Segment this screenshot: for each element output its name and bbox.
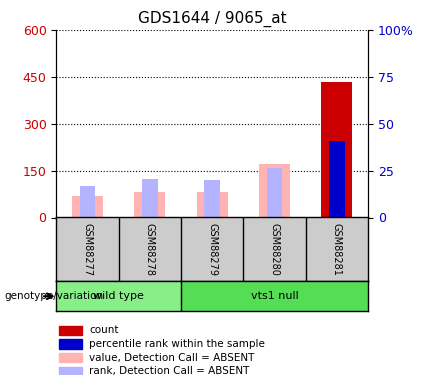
Text: rank, Detection Call = ABSENT: rank, Detection Call = ABSENT <box>89 366 249 375</box>
Bar <box>321 82 352 218</box>
Bar <box>142 179 158 218</box>
Bar <box>72 196 103 217</box>
Bar <box>59 339 82 349</box>
Text: GSM88281: GSM88281 <box>332 223 342 276</box>
Bar <box>181 281 368 311</box>
Bar <box>59 367 82 375</box>
Text: genotype/variation: genotype/variation <box>4 291 103 301</box>
Bar <box>329 141 345 218</box>
Title: GDS1644 / 9065_at: GDS1644 / 9065_at <box>138 11 287 27</box>
Text: wild type: wild type <box>93 291 144 301</box>
Bar <box>267 168 282 217</box>
Text: vts1 null: vts1 null <box>251 291 298 301</box>
Bar <box>197 192 228 217</box>
Bar <box>59 326 82 335</box>
Bar <box>134 192 165 217</box>
Bar <box>59 353 82 362</box>
Bar <box>204 180 220 218</box>
Bar <box>56 281 181 311</box>
Text: percentile rank within the sample: percentile rank within the sample <box>89 339 265 349</box>
Text: GSM88279: GSM88279 <box>207 223 217 276</box>
Bar <box>259 164 290 218</box>
Text: count: count <box>89 326 119 335</box>
Text: GSM88278: GSM88278 <box>145 223 155 276</box>
Bar <box>80 186 95 218</box>
Text: value, Detection Call = ABSENT: value, Detection Call = ABSENT <box>89 352 255 363</box>
Text: GSM88277: GSM88277 <box>82 223 93 276</box>
Text: GSM88280: GSM88280 <box>269 223 280 276</box>
